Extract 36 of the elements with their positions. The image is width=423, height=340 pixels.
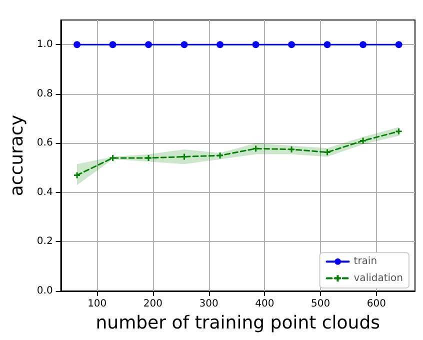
y-tick-label: 0.4 xyxy=(36,186,53,198)
point xyxy=(180,41,188,48)
point xyxy=(324,148,332,156)
point xyxy=(359,136,367,144)
point xyxy=(324,41,331,48)
x-tick-label: 300 xyxy=(199,298,218,310)
point xyxy=(144,154,152,162)
point xyxy=(74,41,81,48)
x-axis-title: number of training point clouds xyxy=(96,312,380,334)
point xyxy=(216,152,224,160)
y-tick-label: 0.8 xyxy=(36,88,53,100)
x-tick-label: 600 xyxy=(366,298,386,310)
point xyxy=(216,41,224,48)
x-tick-label: 500 xyxy=(311,298,330,310)
y-tick-label: 1.0 xyxy=(36,39,53,50)
x-tick-label: 400 xyxy=(255,298,274,310)
y-tick-label: 0.0 xyxy=(36,286,53,296)
y-tick-label: 0.2 xyxy=(36,236,53,248)
point xyxy=(360,41,367,48)
point xyxy=(395,41,402,48)
x-tick-label: 100 xyxy=(88,298,107,310)
point xyxy=(180,152,188,160)
point xyxy=(109,41,116,48)
legend-label: train xyxy=(354,256,378,268)
legend-label: validation xyxy=(354,272,403,284)
point xyxy=(252,144,260,152)
point xyxy=(288,41,296,48)
x-tick-label: 200 xyxy=(143,298,163,310)
point xyxy=(395,128,403,136)
y-axis-title: accuracy xyxy=(6,114,28,196)
point xyxy=(288,146,296,154)
y-tick-label: 0.6 xyxy=(36,138,53,149)
point xyxy=(73,171,81,179)
point xyxy=(252,41,260,48)
point xyxy=(109,154,117,162)
point xyxy=(145,41,152,48)
